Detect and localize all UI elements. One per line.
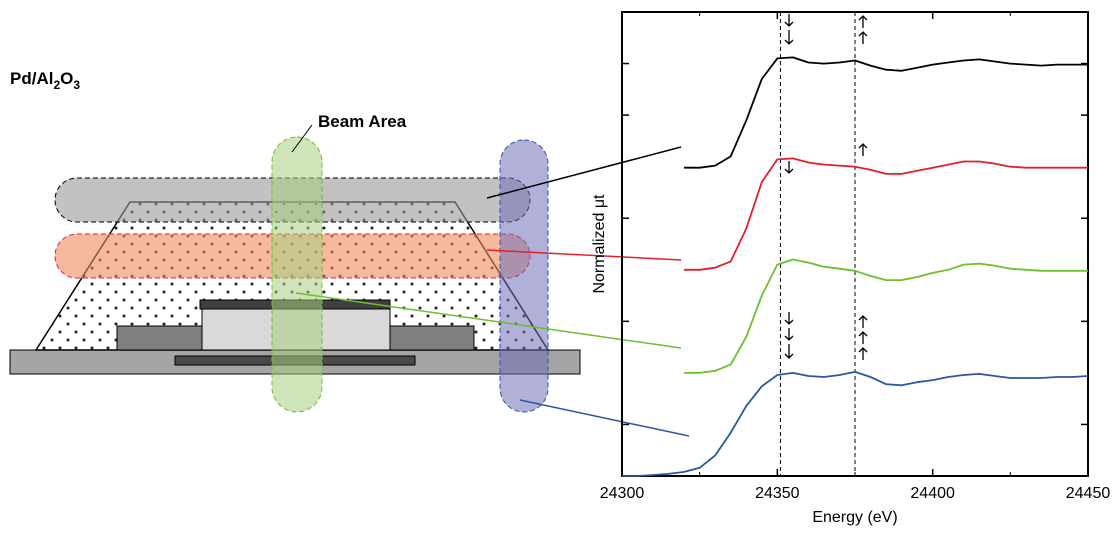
beam-label: Beam Area: [318, 112, 407, 131]
spectrum-line: [622, 371, 1089, 477]
x-tick-label: 24350: [755, 485, 800, 502]
x-tick-label: 24400: [910, 485, 955, 502]
y-axis-label: Normalized μt: [591, 194, 608, 294]
beam-region-center: [271, 136, 323, 413]
x-axis-label: Energy (eV): [812, 509, 897, 526]
leader-line: [295, 292, 682, 349]
leader-line: [486, 146, 682, 199]
peak-arrows: [784, 14, 868, 360]
leader-line: [519, 399, 690, 437]
spectrum-line: [684, 56, 1088, 169]
beam-region-edge: [499, 139, 549, 413]
spectrum-line: [684, 157, 1088, 271]
x-tick-label: 24300: [600, 485, 645, 502]
spectrum-line: [684, 258, 1088, 374]
device-diagram: Pd/Al2O3 Beam Area: [9, 69, 690, 437]
x-tick-label: 24450: [1066, 485, 1111, 502]
label-leader: [291, 124, 313, 153]
leader-line: [486, 249, 682, 261]
sample-label: Pd/Al2O3: [10, 69, 80, 92]
